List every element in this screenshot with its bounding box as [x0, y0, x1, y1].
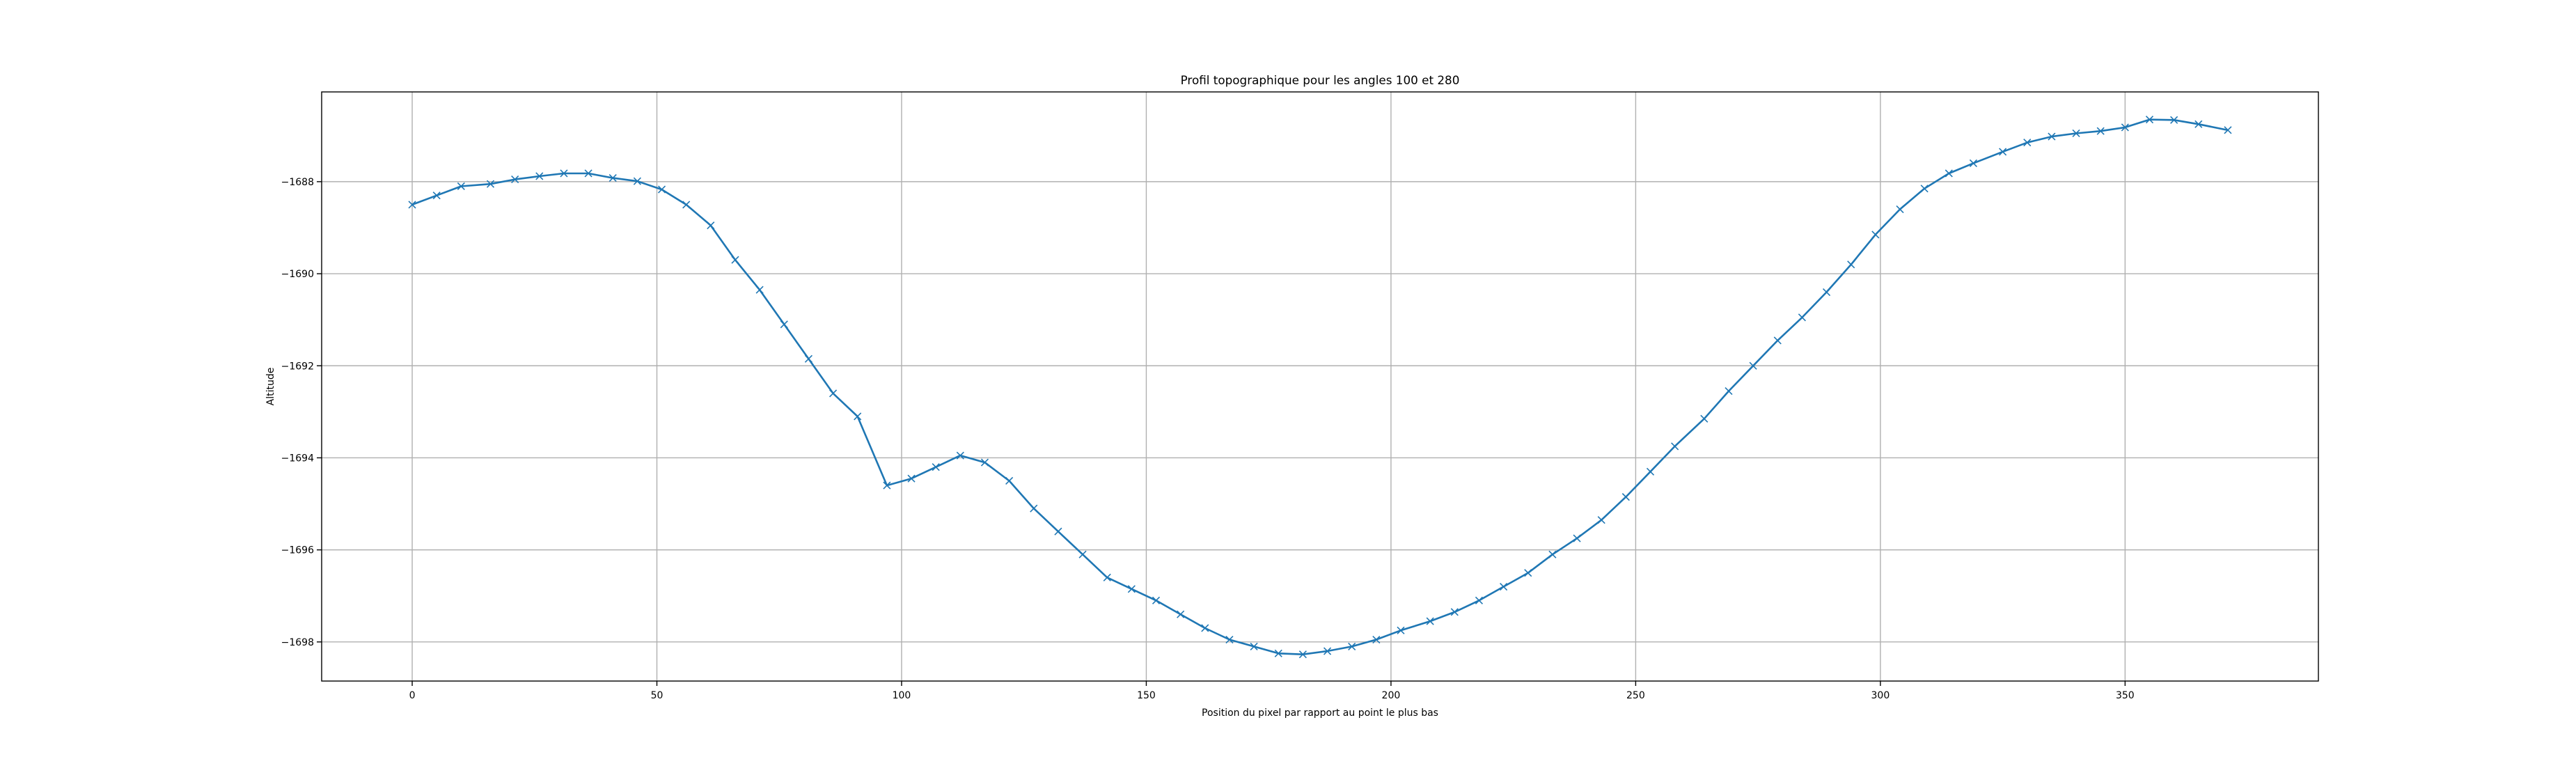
- data-point: [633, 177, 641, 185]
- x-tick-label: 150: [1137, 690, 1156, 701]
- data-point: [1225, 635, 1234, 644]
- data-point: [1573, 534, 1581, 542]
- data-point: [883, 481, 891, 490]
- data-point: [829, 389, 838, 398]
- data-point: [1177, 610, 1185, 618]
- data-point: [1646, 467, 1655, 476]
- data-point: [1524, 569, 1532, 577]
- data-point: [804, 354, 812, 363]
- data-point: [1798, 313, 1806, 322]
- x-tick-label: 250: [1626, 690, 1645, 701]
- data-point: [1847, 260, 1855, 269]
- data-point: [1773, 336, 1782, 345]
- y-tick-label: −1692: [281, 361, 314, 372]
- x-tick-label: 50: [651, 690, 663, 701]
- data-point: [780, 320, 788, 329]
- data-point: [1999, 148, 2007, 156]
- grid-lines: [322, 92, 2318, 681]
- data-point: [2121, 123, 2129, 132]
- data-point: [854, 412, 862, 421]
- data-point: [755, 286, 764, 294]
- data-point: [511, 175, 519, 184]
- data-point: [1274, 649, 1282, 657]
- data-point: [1475, 596, 1484, 604]
- data-point: [1671, 442, 1679, 451]
- data-point: [1450, 608, 1459, 616]
- data-point: [1871, 230, 1880, 239]
- data-point: [1127, 585, 1136, 593]
- x-axis-label: Position du pixel par rapport au point l…: [1202, 708, 1438, 719]
- data-point: [584, 169, 592, 178]
- data-point: [1103, 573, 1111, 581]
- data-point: [2072, 129, 2080, 138]
- y-tick-label: −1694: [281, 453, 314, 464]
- x-tick-label: 300: [1871, 690, 1890, 701]
- data-point: [907, 474, 916, 483]
- y-tick-label: −1690: [281, 269, 314, 280]
- data-point: [1945, 169, 1953, 178]
- data-point: [1920, 185, 1929, 193]
- data-point: [1078, 550, 1087, 558]
- data-point: [1500, 582, 1508, 591]
- data-point: [1152, 596, 1161, 604]
- data-point: [2145, 116, 2154, 124]
- data-point: [682, 201, 691, 209]
- data-point: [1896, 205, 1904, 214]
- data-point: [1348, 642, 1356, 650]
- y-tick-label: −1688: [281, 177, 314, 188]
- y-tick-label: −1696: [281, 545, 314, 556]
- data-point: [1749, 361, 1757, 370]
- data-point: [1725, 387, 1733, 396]
- data-point: [535, 172, 544, 180]
- data-point: [980, 458, 989, 467]
- data-point: [1250, 642, 1258, 650]
- data-point: [1700, 414, 1709, 423]
- data-point: [2023, 139, 2032, 147]
- data-point: [1426, 617, 1434, 625]
- x-tick-label: 0: [409, 690, 416, 701]
- data-point: [731, 256, 739, 264]
- data-point: [560, 169, 568, 178]
- data-point: [1201, 624, 1209, 632]
- y-axis-label: Altitude: [265, 368, 276, 406]
- plot-area-frame: [321, 91, 2319, 682]
- data-point: [1397, 626, 1405, 634]
- axis-ticks: 0 50 100 150 200 250 300 350 −1698 −1696 −1694 −169…: [281, 177, 2135, 701]
- data-point: [608, 174, 617, 182]
- data-point: [432, 192, 441, 200]
- x-tick-label: 100: [893, 690, 911, 701]
- data-point: [408, 201, 416, 209]
- data-point: [1372, 635, 1381, 644]
- data-point: [2194, 120, 2203, 128]
- data-point: [486, 180, 495, 188]
- data-point: [1005, 476, 1014, 485]
- data-point: [2170, 116, 2178, 124]
- data-point: [1054, 527, 1062, 536]
- data-point: [1969, 159, 1977, 168]
- data-point: [1323, 647, 1332, 655]
- data-point: [1030, 504, 1038, 513]
- data-point: [956, 451, 964, 460]
- x-tick-label: 350: [2116, 690, 2135, 701]
- data-point: [1621, 493, 1630, 501]
- data-point: [707, 221, 715, 230]
- y-tick-label: −1698: [281, 637, 314, 648]
- data-point: [2096, 127, 2105, 135]
- data-point: [1597, 516, 1605, 524]
- data-point: [1822, 288, 1831, 297]
- data-point: [457, 182, 465, 191]
- x-tick-label: 200: [1382, 690, 1401, 701]
- chart-title: Profil topographique pour les angles 100…: [1181, 73, 1460, 87]
- data-point: [1298, 650, 1307, 659]
- data-point: [932, 463, 940, 471]
- series-line: [411, 118, 2229, 656]
- data-point: [657, 185, 666, 194]
- data-series: [408, 116, 2232, 659]
- data-point: [1548, 550, 1557, 558]
- data-point: [2048, 132, 2056, 141]
- data-point: [2224, 126, 2232, 134]
